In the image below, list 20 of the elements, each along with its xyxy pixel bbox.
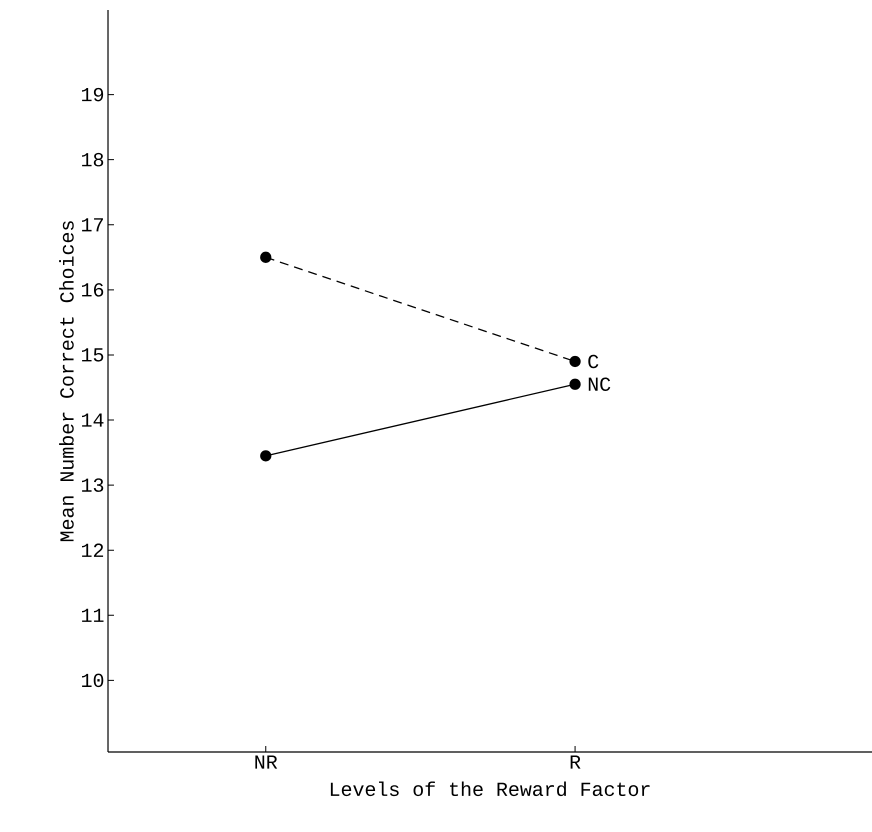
point bbox=[260, 450, 272, 462]
point bbox=[569, 378, 581, 390]
y-tick-label: 16 bbox=[82, 283, 104, 297]
y-tick-label: 12 bbox=[82, 544, 104, 557]
y-tick-label: 13 bbox=[82, 478, 104, 492]
y-tick-label: 18 bbox=[82, 152, 104, 166]
point bbox=[569, 356, 581, 368]
y-tick-label: 15 bbox=[82, 348, 104, 362]
point bbox=[260, 252, 272, 263]
x-tick-label: NR bbox=[255, 756, 278, 769]
y-tick-label: 10 bbox=[82, 674, 104, 688]
y-tick-label: 11 bbox=[82, 608, 104, 622]
x-axis-title: Levels of the Reward Factor bbox=[330, 781, 650, 796]
y-tick-label: 14 bbox=[82, 413, 104, 427]
series-label: C bbox=[588, 354, 598, 368]
y-tick-label: 19 bbox=[82, 88, 104, 102]
y-axis-title: Mean Number Correct Choices bbox=[59, 221, 74, 542]
y-tick-label: 17 bbox=[82, 218, 103, 232]
x-tick-label: R bbox=[570, 756, 581, 769]
series-label: NC bbox=[588, 377, 610, 391]
